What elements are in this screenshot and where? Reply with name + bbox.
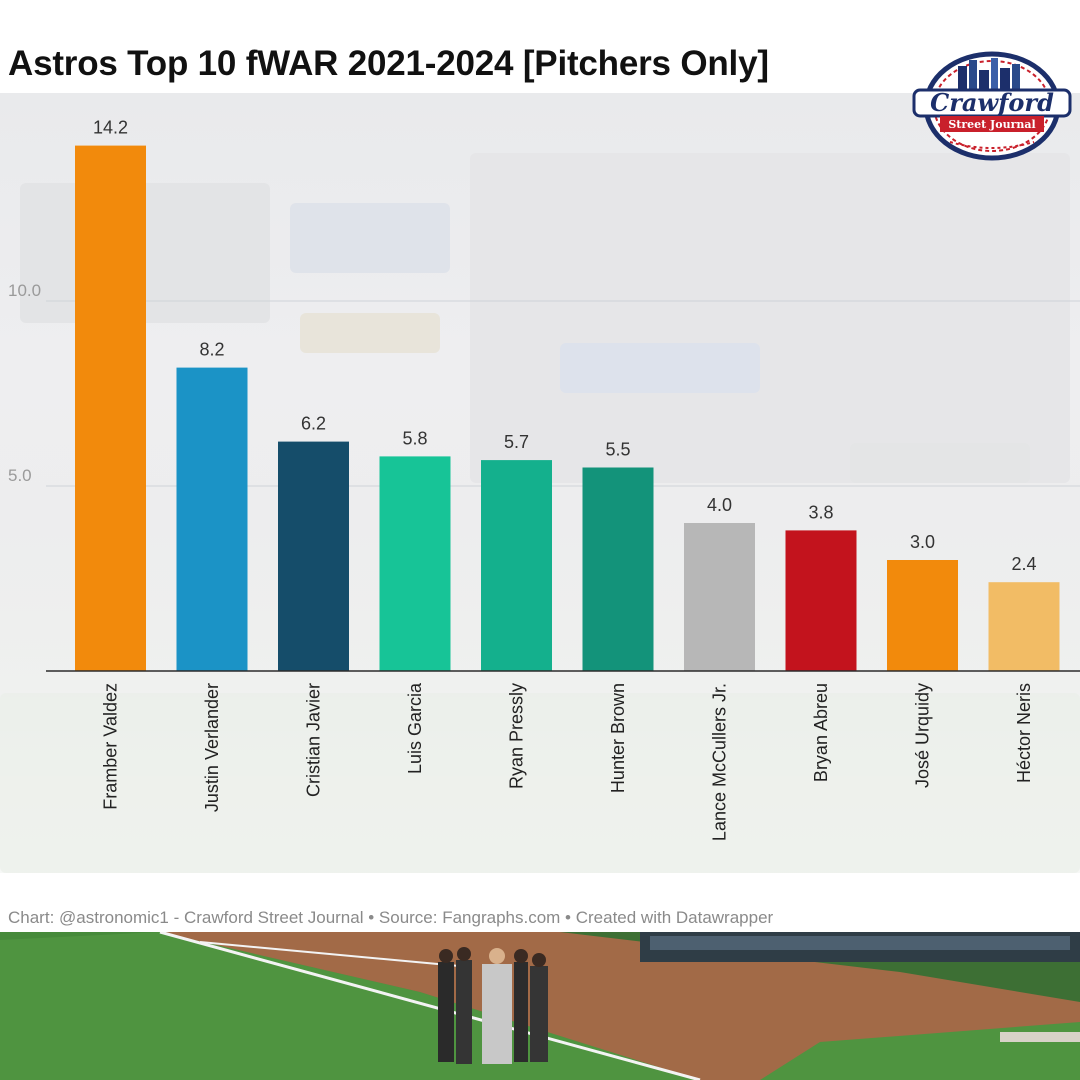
- bar-chart: 5.010.0 14.28.26.25.8 5.7 5.54.0 3.83.02.4 …: [8, 118, 1080, 841]
- category-label: Framber Valdez: [101, 683, 121, 810]
- category-label: Bryan Abreu: [811, 683, 831, 782]
- bar-value-label: 3.8: [808, 502, 833, 522]
- logo-subtitle: Street Journal: [948, 118, 1035, 131]
- y-tick-label: 10.0: [8, 281, 41, 300]
- umpires-and-managers-group: [438, 947, 548, 1064]
- bar-value-label: 4.0: [707, 495, 732, 515]
- category-label: Héctor Neris: [1014, 683, 1034, 783]
- bar: [278, 441, 349, 671]
- category-label: Justin Verlander: [202, 683, 222, 812]
- bar-value-label: 14.2: [93, 118, 128, 138]
- crawford-street-journal-logo: Crawford Street Journal: [912, 51, 1072, 161]
- bar: [887, 560, 958, 671]
- bar: [785, 530, 857, 671]
- category-label: Hunter Brown: [608, 683, 628, 793]
- y-gridlines: 5.0 10.0: [8, 281, 1080, 487]
- bar-value-label: 5.7: [504, 432, 529, 452]
- category-label: Cristian Javier: [304, 683, 324, 797]
- category-label: Ryan Pressly: [507, 683, 527, 789]
- bar-value-label: 2.4: [1011, 554, 1036, 574]
- bar: [176, 367, 248, 671]
- bar: [988, 582, 1060, 671]
- chart-credit: Chart: @astronomic1 - Crawford Street Jo…: [8, 908, 774, 927]
- bar: [481, 460, 552, 671]
- y-tick-label: 5.0: [8, 466, 32, 485]
- baseball-field-photo: [0, 932, 1080, 1080]
- chart-title: Astros Top 10 fWAR 2021-2024 [Pitchers O…: [8, 44, 769, 83]
- bar: [379, 456, 451, 671]
- category-label: Lance McCullers Jr.: [710, 683, 730, 841]
- bar-value-label: 5.8: [402, 428, 427, 448]
- bar-value-label: 6.2: [301, 414, 326, 434]
- bar: [582, 467, 654, 671]
- bar-value-label: 8.2: [199, 340, 224, 360]
- stadium-background-photo: [0, 93, 1080, 873]
- bar-value-label: 3.0: [910, 532, 935, 552]
- category-label: José Urquidy: [913, 683, 933, 788]
- logo-wordmark: Crawford: [930, 88, 1054, 117]
- bar: [75, 145, 146, 672]
- category-label: Luis Garcia: [405, 682, 425, 774]
- bar-value-label: 5.5: [605, 440, 630, 460]
- bar: [684, 523, 755, 671]
- category-labels: Framber Valdez Justin Verlander Cristian J…: [101, 682, 1035, 841]
- value-labels: 14.2 8.2 6.2 5.8 5.7 5.5 4.0 3.8 3.0 2.4: [93, 118, 1037, 575]
- bars: [75, 145, 1060, 672]
